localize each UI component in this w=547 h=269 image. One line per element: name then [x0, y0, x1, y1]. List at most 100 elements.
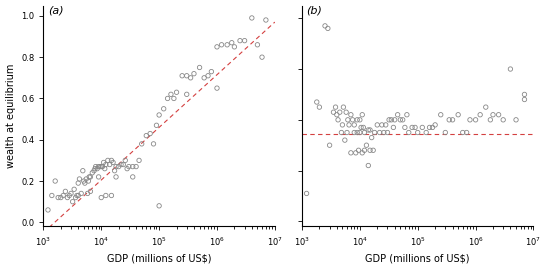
Point [236, 38, 245, 43]
Point [351, 151, 360, 155]
Point [345, 123, 353, 127]
Point [114, 164, 123, 169]
Point [357, 125, 365, 130]
Point [448, 118, 457, 122]
Point [132, 164, 141, 169]
Point [56, 195, 65, 200]
Point [163, 96, 172, 101]
Text: (b): (b) [307, 6, 323, 16]
Point [44, 208, 53, 212]
Point [333, 113, 341, 117]
Point [155, 113, 164, 117]
Point [149, 142, 158, 146]
Point [511, 118, 520, 122]
Point [441, 130, 450, 135]
Point [471, 118, 480, 122]
Point [79, 179, 88, 183]
Point [408, 125, 416, 130]
Point [117, 162, 125, 167]
Point [302, 191, 311, 196]
Point [481, 105, 490, 109]
Point [182, 92, 191, 97]
Point [323, 26, 332, 31]
Point [365, 148, 374, 153]
Point [101, 162, 110, 167]
Point [98, 164, 107, 169]
Point [360, 130, 369, 135]
Point [520, 92, 529, 97]
Point [213, 86, 222, 90]
Point [54, 195, 62, 200]
Point [315, 105, 324, 109]
Point [325, 143, 334, 147]
Point [356, 130, 364, 135]
Point [393, 113, 402, 117]
Point [77, 191, 85, 196]
Point [159, 107, 168, 111]
Point [365, 128, 374, 132]
Point [506, 67, 515, 71]
Point [75, 177, 84, 181]
Point [200, 76, 208, 80]
Point [396, 118, 405, 122]
Point [70, 187, 79, 192]
Point [217, 43, 226, 47]
Point [74, 193, 83, 198]
Point [63, 195, 72, 200]
Point [342, 130, 351, 135]
Point [142, 133, 150, 138]
Point [101, 167, 109, 171]
Point [166, 92, 175, 97]
Point [91, 167, 100, 171]
Point [80, 181, 89, 185]
Point [400, 125, 409, 130]
Point [346, 151, 355, 155]
Point [383, 130, 392, 135]
Point [186, 76, 195, 80]
Point [230, 45, 239, 49]
Point [240, 38, 249, 43]
Point [178, 74, 187, 78]
Point [486, 118, 494, 122]
Point [381, 123, 390, 127]
Point [84, 179, 93, 183]
Point [422, 130, 430, 135]
Point [339, 105, 348, 109]
Point [213, 45, 222, 49]
Point [462, 130, 471, 135]
Point [247, 16, 256, 20]
Point [110, 169, 119, 173]
Point [337, 130, 346, 135]
Point [389, 125, 398, 130]
Point [203, 74, 212, 78]
Point [370, 130, 379, 135]
Point [360, 148, 369, 153]
Point [373, 123, 382, 127]
Point [331, 105, 340, 109]
Point [350, 130, 359, 135]
Point [94, 175, 103, 179]
Point [414, 130, 422, 135]
Point [404, 130, 413, 135]
Point [454, 113, 463, 117]
Point [340, 138, 349, 142]
Point [437, 113, 445, 117]
Point [358, 151, 366, 155]
Point [476, 113, 485, 117]
Point [65, 193, 74, 198]
Point [428, 125, 437, 130]
Y-axis label: wealth at equilibrium: wealth at equilibrium [5, 64, 15, 168]
Point [418, 125, 427, 130]
Point [344, 118, 352, 122]
Point [488, 113, 497, 117]
Point [135, 158, 143, 162]
Point [358, 113, 366, 117]
Point [137, 142, 146, 146]
Point [375, 130, 384, 135]
Point [321, 24, 329, 28]
Point [190, 72, 199, 76]
Point [152, 123, 161, 128]
Point [83, 191, 92, 196]
Point [170, 96, 178, 101]
Point [93, 167, 102, 171]
